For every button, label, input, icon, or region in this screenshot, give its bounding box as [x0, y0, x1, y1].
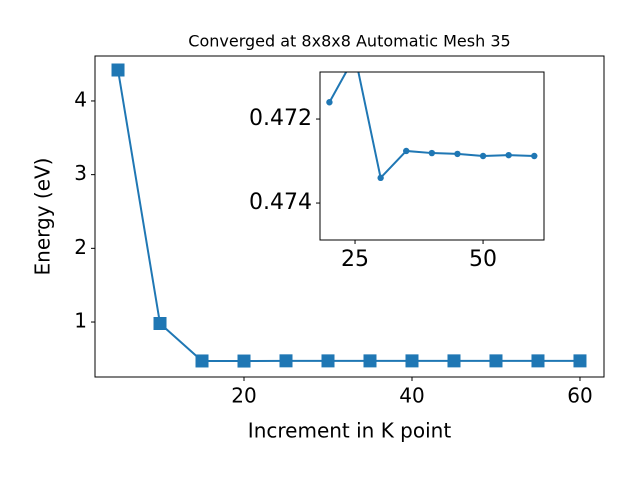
y-tick-label: 0.474	[249, 190, 312, 215]
marker	[489, 354, 503, 368]
marker	[405, 354, 419, 368]
y-tick-label: 2	[74, 235, 87, 259]
marker	[573, 354, 587, 368]
y-tick-label: 4	[74, 87, 87, 111]
x-tick-label: 60	[567, 384, 592, 408]
plot-group	[326, 72, 538, 182]
marker	[237, 354, 251, 368]
marker	[454, 150, 461, 158]
axes-frame	[94, 55, 605, 378]
marker	[111, 63, 125, 77]
marker	[279, 354, 293, 368]
marker	[363, 354, 377, 368]
marker	[403, 147, 410, 155]
chart-title: Converged at 8x8x8 Automatic Mesh 35	[188, 32, 510, 51]
x-tick-label: 20	[231, 384, 256, 408]
y-tick-label: 3	[74, 161, 87, 185]
marker	[428, 149, 436, 157]
marker	[531, 152, 538, 160]
marker	[153, 317, 167, 330]
marker	[479, 152, 487, 160]
x-tick-label: 50	[469, 247, 497, 272]
plot-group	[111, 63, 587, 368]
y-tick-label: 0.472	[249, 106, 312, 131]
axes-frame	[319, 71, 545, 241]
y-axis-label: Energy (eV)	[31, 158, 55, 276]
marker	[447, 354, 461, 368]
x-tick-label: 25	[341, 247, 369, 272]
marker	[195, 354, 209, 368]
marker	[505, 151, 512, 159]
y-tick-label: 1	[74, 309, 87, 333]
marker	[326, 99, 333, 106]
x-tick-label: 40	[399, 384, 424, 408]
series-line	[117, 69, 580, 363]
marker	[377, 174, 384, 182]
marker	[531, 354, 545, 368]
marker	[321, 354, 335, 368]
x-axis-label: Increment in K point	[248, 419, 452, 443]
